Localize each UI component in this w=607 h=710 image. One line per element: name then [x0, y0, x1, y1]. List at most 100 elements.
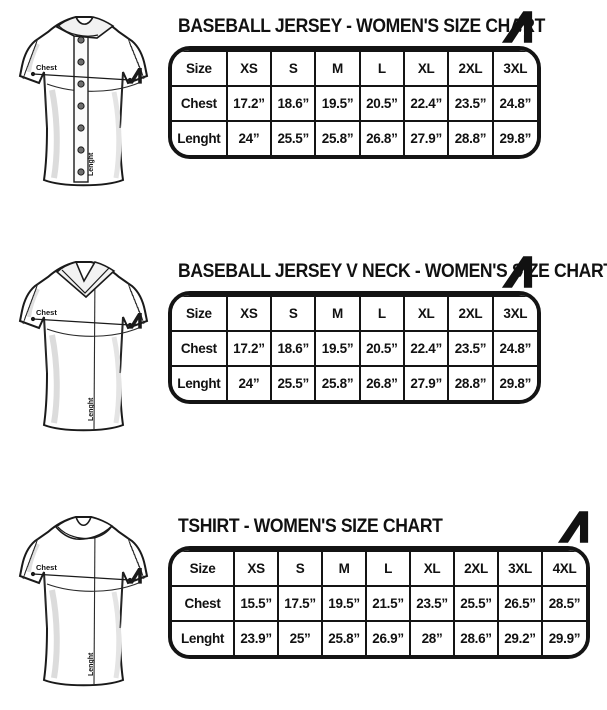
- size-table-tshirt: Size XS S M L XL 2XL 3XL 4XL Chest 15.5” 17.5” 19.5”…: [168, 546, 590, 659]
- size-chart-block-baseball-jersey-v-neck: Chest Lenght BASEBALL JERSEY V NECK - WOME…: [0, 245, 607, 485]
- chart-content-baseball-jersey-v-neck: BASEBALL JERSEY V NECK - WOMEN'S SIZE CH…: [168, 255, 607, 404]
- header-size-M: M: [314, 50, 361, 87]
- row-label: Chest: [172, 330, 228, 367]
- brand-a-logo-icon: [554, 510, 592, 544]
- measurement-cell: 26.9”: [365, 620, 412, 655]
- table-row: Chest 17.2” 18.6” 19.5” 20.5” 22.4” 23.5” 24.8”: [172, 330, 537, 367]
- chart-title: TSHIRT - WOMEN'S SIZE CHART: [178, 515, 443, 537]
- measurement-cell: 17.2”: [225, 85, 273, 122]
- svg-text:Chest: Chest: [36, 308, 57, 317]
- svg-text:Chest: Chest: [36, 63, 57, 72]
- measurement-cell: 23.9”: [233, 620, 280, 655]
- measurement-cell: 18.6”: [270, 85, 317, 122]
- header-size-XS: XS: [225, 50, 273, 87]
- measurement-cell: 25.5”: [270, 365, 317, 400]
- table-row: Lenght 24” 25.5” 25.8” 26.8” 27.9” 28.8” 29.8”: [172, 120, 537, 155]
- garment-illustration-tshirt: Chest Lenght: [2, 508, 165, 708]
- size-chart-block-tshirt: Chest Lenght TSHIRT - WOMEN'S SIZE CHART Si…: [0, 500, 607, 710]
- measurement-cell: 18.6”: [270, 330, 317, 367]
- chart-header-baseball-jersey: BASEBALL JERSEY - WOMEN'S SIZE CHART: [168, 10, 604, 46]
- size-table-baseball-jersey-v-neck: Size XS S M L XL 2XL 3XL Chest 17.2” 18.6” 19.5” 20.…: [168, 291, 541, 404]
- svg-text:Lenght: Lenght: [88, 397, 95, 421]
- brand-a-logo-icon: [498, 10, 536, 44]
- table-header-row: Size XS S M L XL 2XL 3XL: [172, 295, 537, 332]
- measurement-cell: 23.5”: [447, 330, 494, 367]
- svg-text:Lenght: Lenght: [88, 652, 95, 676]
- header-size-M: M: [314, 295, 361, 332]
- header-size-label: Size: [172, 50, 228, 87]
- measurement-cell: 19.5”: [314, 85, 361, 122]
- header-size-2XL: 2XL: [453, 550, 499, 587]
- measurement-cell: 20.5”: [358, 85, 405, 122]
- table-header-row: Size XS S M L XL 2XL 3XL: [172, 50, 537, 87]
- header-size-XL: XL: [402, 295, 450, 332]
- header-size-XS: XS: [225, 295, 273, 332]
- measurement-cell: 24.8”: [491, 330, 537, 367]
- measurement-cell: 28.5”: [540, 585, 586, 622]
- measurement-cell: 29.8”: [491, 365, 537, 400]
- measurement-cell: 22.4”: [402, 85, 450, 122]
- brand-a-logo-icon: [498, 255, 536, 289]
- chart-content-tshirt: TSHIRT - WOMEN'S SIZE CHART Size XS S M L XL 2X…: [168, 510, 604, 659]
- measurement-cell: 29.9”: [540, 620, 586, 655]
- row-label: Lenght: [172, 620, 236, 655]
- chart-header-tshirt: TSHIRT - WOMEN'S SIZE CHART: [168, 510, 604, 546]
- header-size-L: L: [365, 550, 412, 587]
- svg-text:Chest: Chest: [36, 563, 57, 572]
- measurement-cell: 23.5”: [447, 85, 494, 122]
- header-size-label: Size: [172, 295, 228, 332]
- measurement-cell: 21.5”: [365, 585, 412, 622]
- measurement-cell: 23.5”: [409, 585, 456, 622]
- measurement-cell: 27.9”: [402, 365, 450, 400]
- garment-illustration-baseball-jersey: Chest Lenght: [2, 8, 165, 208]
- svg-text:Lenght: Lenght: [88, 152, 95, 176]
- row-label: Chest: [172, 585, 236, 622]
- header-size-XL: XL: [409, 550, 456, 587]
- header-size-3XL: 3XL: [491, 50, 537, 87]
- header-size-2XL: 2XL: [447, 50, 494, 87]
- chart-header-baseball-jersey-v-neck: BASEBALL JERSEY V NECK - WOMEN'S SIZE CH…: [168, 255, 607, 291]
- measurement-cell: 17.2”: [225, 330, 273, 367]
- header-size-S: S: [270, 50, 317, 87]
- header-size-XL: XL: [402, 50, 450, 87]
- measurement-cell: 28.8”: [447, 120, 494, 155]
- row-label: Chest: [172, 85, 228, 122]
- measurement-cell: 24”: [225, 365, 273, 400]
- measurement-cell: 25.8”: [321, 620, 368, 655]
- header-size-4XL: 4XL: [540, 550, 586, 587]
- header-size-M: M: [321, 550, 368, 587]
- header-size-S: S: [277, 550, 324, 587]
- table-row: Lenght 23.9” 25” 25.8” 26.9” 28” 28.6” 29.2” 29.…: [172, 620, 586, 655]
- measurement-cell: 28.6”: [453, 620, 499, 655]
- header-size-S: S: [270, 295, 317, 332]
- measurement-cell: 22.4”: [402, 330, 450, 367]
- header-size-L: L: [358, 50, 405, 87]
- measurement-cell: 19.5”: [314, 330, 361, 367]
- measurement-cell: 28”: [409, 620, 456, 655]
- table-header-row: Size XS S M L XL 2XL 3XL 4XL: [172, 550, 586, 587]
- header-size-XS: XS: [233, 550, 280, 587]
- measurement-cell: 24.8”: [491, 85, 537, 122]
- chart-content-baseball-jersey: BASEBALL JERSEY - WOMEN'S SIZE CHART Size…: [168, 10, 604, 159]
- measurement-cell: 27.9”: [402, 120, 450, 155]
- measurement-cell: 26.8”: [358, 365, 405, 400]
- measurement-cell: 20.5”: [358, 330, 405, 367]
- measurement-cell: 25.8”: [314, 365, 361, 400]
- measurement-cell: 26.8”: [358, 120, 405, 155]
- measurement-cell: 25.5”: [270, 120, 317, 155]
- table-row: Chest 15.5” 17.5” 19.5” 21.5” 23.5” 25.5” 26.5”…: [172, 585, 586, 622]
- measurement-cell: 19.5”: [321, 585, 368, 622]
- header-size-3XL: 3XL: [497, 550, 543, 587]
- row-label: Lenght: [172, 120, 228, 155]
- table-row: Chest 17.2” 18.6” 19.5” 20.5” 22.4” 23.5” 24.8”: [172, 85, 537, 122]
- size-table-baseball-jersey: Size XS S M L XL 2XL 3XL Chest 17.2” 18.6” 19.5” 20.…: [168, 46, 541, 159]
- measurement-cell: 29.8”: [491, 120, 537, 155]
- measurement-cell: 28.8”: [447, 365, 494, 400]
- measurement-cell: 24”: [225, 120, 273, 155]
- measurement-cell: 29.2”: [497, 620, 543, 655]
- row-label: Lenght: [172, 365, 228, 400]
- measurement-cell: 25.8”: [314, 120, 361, 155]
- chart-title: BASEBALL JERSEY V NECK - WOMEN'S SIZE CH…: [178, 260, 607, 282]
- header-size-L: L: [358, 295, 405, 332]
- table-row: Lenght 24” 25.5” 25.8” 26.8” 27.9” 28.8” 29.8”: [172, 365, 537, 400]
